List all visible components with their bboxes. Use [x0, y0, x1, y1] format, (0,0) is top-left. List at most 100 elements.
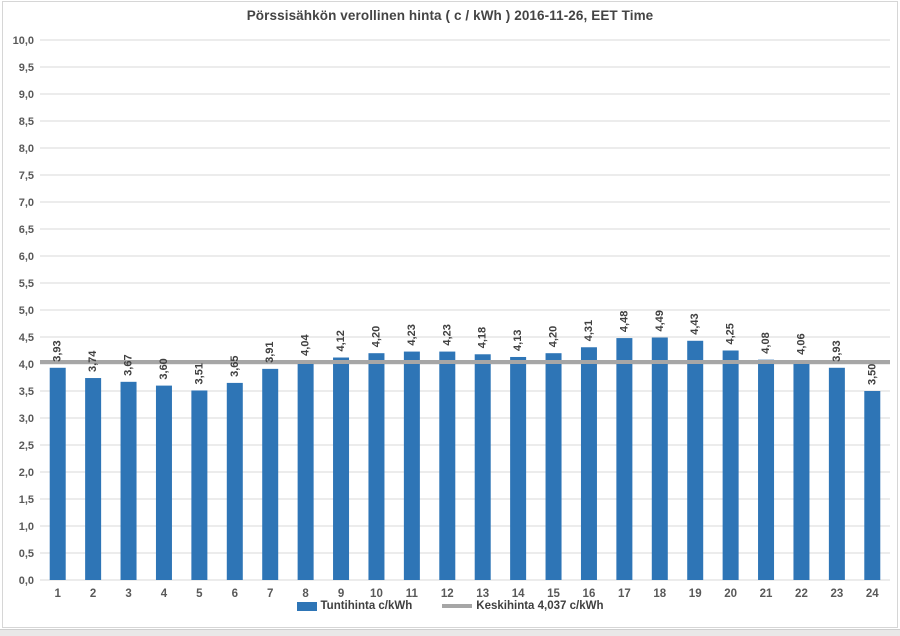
bar-value-label: 4,25: [725, 323, 737, 344]
x-tick-label: 15: [547, 588, 560, 600]
bar-value-label: 4,13: [512, 330, 524, 351]
x-tick-label: 9: [338, 588, 344, 600]
bar: [687, 340, 704, 580]
bar: [580, 347, 597, 580]
bar-value-label: 3,60: [158, 358, 170, 379]
y-tick-label: 9,5: [19, 62, 34, 74]
bar-value-label: 4,04: [300, 334, 312, 356]
legend-item-hourly-price: Tuntihinta c/kWh: [296, 600, 413, 612]
bar: [191, 390, 208, 580]
bar: [651, 337, 668, 580]
bar-value-label: 4,06: [795, 333, 807, 354]
x-tick-label: 19: [689, 588, 702, 600]
legend-label: Keskihinta 4,037 c/kWh: [476, 600, 604, 612]
x-tick-label: 23: [830, 588, 843, 600]
x-tick-label: 24: [866, 588, 879, 600]
x-tick-label: 8: [302, 588, 309, 600]
legend-item-average-price: Keskihinta 4,037 c/kWh: [442, 600, 603, 612]
bar: [333, 357, 350, 580]
x-tick-label: 3: [125, 588, 131, 600]
bar: [49, 367, 66, 580]
y-tick-label: 6,0: [19, 251, 34, 263]
legend-bar-swatch: [296, 601, 317, 611]
bar: [793, 360, 810, 580]
bar: [120, 381, 137, 580]
bar: [262, 368, 279, 580]
bar-value-label: 4,49: [654, 310, 666, 331]
bar: [439, 351, 456, 580]
y-tick-label: 5,0: [19, 305, 34, 317]
x-tick-label: 16: [583, 588, 596, 600]
bar: [758, 359, 775, 580]
y-tick-label: 7,0: [19, 197, 34, 209]
chart-legend: Tuntihinta c/kWh Keskihinta 4,037 c/kWh: [0, 600, 900, 612]
y-tick-label: 8,0: [19, 143, 34, 155]
y-tick-label: 4,0: [19, 359, 34, 371]
bar: [155, 385, 172, 580]
x-tick-label: 6: [232, 588, 238, 600]
bar-value-label: 4,48: [618, 311, 630, 332]
bar-value-label: 3,51: [193, 363, 205, 384]
x-tick-label: 13: [476, 588, 489, 600]
y-tick-label: 3,0: [19, 413, 34, 425]
bar: [545, 353, 562, 580]
bar-value-label: 3,65: [229, 355, 241, 376]
bar-value-label: 4,12: [335, 330, 347, 351]
y-tick-label: 1,5: [19, 494, 34, 506]
x-tick-label: 22: [795, 588, 808, 600]
bar: [616, 338, 633, 580]
bar-value-label: 4,23: [441, 324, 453, 345]
x-tick-label: 18: [653, 588, 666, 600]
bar: [403, 351, 420, 580]
bar-value-label: 3,93: [831, 340, 843, 361]
bar-value-label: 4,18: [477, 327, 489, 348]
bar-value-label: 3,67: [123, 354, 135, 375]
y-tick-label: 1,0: [19, 521, 34, 533]
y-tick-label: 5,5: [19, 278, 34, 290]
bar-value-label: 4,08: [760, 332, 772, 353]
x-tick-label: 11: [406, 588, 419, 600]
x-tick-label: 12: [441, 588, 454, 600]
x-tick-label: 4: [161, 588, 168, 600]
x-tick-label: 1: [55, 588, 62, 600]
x-tick-label: 20: [724, 588, 737, 600]
bar: [474, 354, 491, 580]
bar-value-label: 3,91: [264, 341, 276, 362]
bar-value-label: 4,23: [406, 324, 418, 345]
bar: [510, 356, 527, 580]
bar-value-label: 4,43: [689, 313, 701, 334]
y-tick-label: 2,5: [19, 440, 34, 452]
x-tick-label: 2: [90, 588, 96, 600]
x-tick-label: 7: [267, 588, 273, 600]
legend-line-swatch: [442, 604, 473, 608]
y-tick-label: 7,5: [19, 170, 34, 182]
bar: [864, 391, 881, 580]
y-tick-label: 10,0: [13, 35, 34, 47]
bar-value-label: 4,20: [548, 326, 560, 347]
bar: [85, 378, 102, 580]
y-tick-label: 9,0: [19, 89, 34, 101]
bar-value-label: 3,93: [52, 340, 64, 361]
y-tick-label: 0,5: [19, 548, 34, 560]
bar: [828, 367, 845, 580]
x-tick-label: 17: [618, 588, 631, 600]
bar: [368, 353, 385, 580]
bar-value-label: 3,50: [866, 364, 878, 385]
y-tick-label: 8,5: [19, 116, 34, 128]
bar-value-label: 4,20: [370, 326, 382, 347]
bar-value-label: 4,31: [583, 320, 595, 341]
y-tick-label: 0,0: [19, 575, 34, 587]
x-tick-label: 10: [370, 588, 383, 600]
legend-label: Tuntihinta c/kWh: [320, 600, 413, 612]
bar: [226, 382, 243, 580]
bar: [297, 361, 314, 580]
y-tick-label: 6,5: [19, 224, 34, 236]
x-tick-label: 5: [196, 588, 203, 600]
x-tick-label: 21: [760, 588, 773, 600]
bar-value-label: 3,74: [87, 350, 99, 372]
x-tick-label: 14: [512, 588, 525, 600]
bar: [722, 350, 739, 580]
window-bottom-strip: [0, 629, 900, 636]
